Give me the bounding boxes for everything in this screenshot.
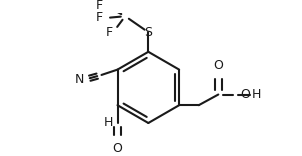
- Text: H: H: [104, 117, 113, 129]
- Text: H: H: [252, 88, 262, 101]
- Text: O: O: [214, 59, 223, 72]
- Text: N: N: [74, 73, 84, 86]
- Text: F: F: [96, 0, 103, 12]
- Text: F: F: [106, 26, 113, 39]
- Text: S: S: [144, 26, 152, 39]
- Text: O: O: [113, 142, 122, 155]
- Text: F: F: [96, 12, 103, 24]
- Text: O: O: [241, 88, 250, 101]
